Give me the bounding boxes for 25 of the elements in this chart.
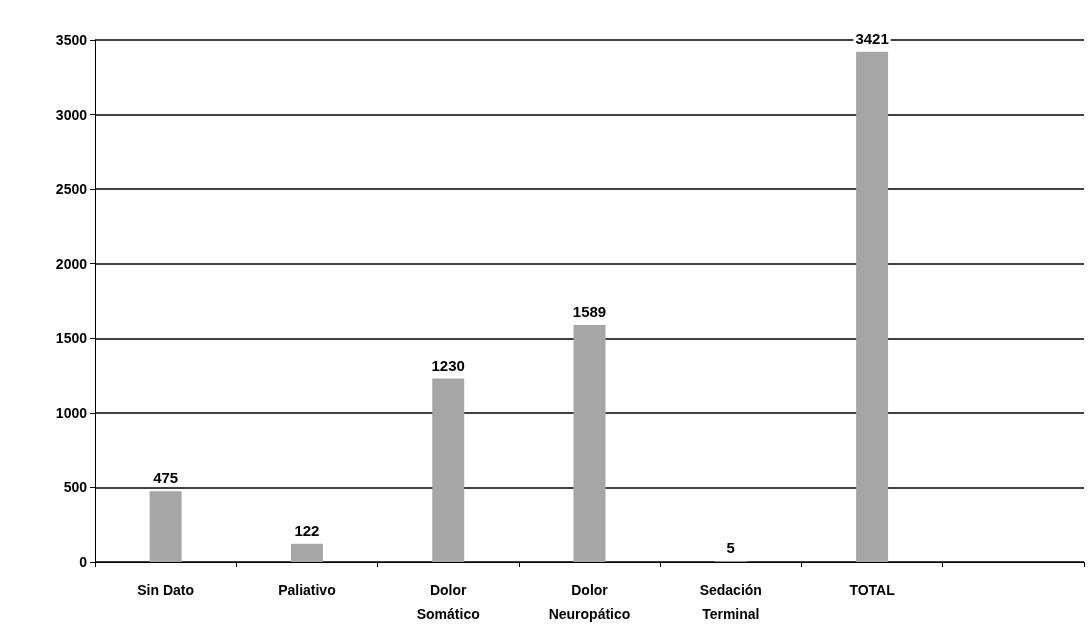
y-tick-label: 3000: [55, 106, 88, 123]
data-label: 3421: [855, 29, 889, 47]
data-label: 122: [294, 521, 320, 539]
data-label: 475: [153, 469, 179, 487]
bar: [290, 543, 323, 562]
y-tick-label: 2000: [55, 255, 88, 272]
y-tick-label: 2500: [55, 181, 88, 198]
x-tick-label: Sedación Terminal: [699, 582, 762, 622]
bar: [573, 325, 606, 562]
y-tick-label: 0: [79, 554, 88, 570]
bar: [149, 491, 182, 562]
data-label: 5: [726, 539, 735, 557]
bar: [432, 378, 465, 562]
x-tick-label: TOTAL: [849, 582, 896, 598]
y-tick-label: 3500: [55, 32, 88, 48]
data-label: 1230: [431, 356, 465, 374]
x-tick-label: Sin Dato: [137, 582, 195, 598]
data-label: 1589: [572, 303, 607, 321]
x-tick-label: Paliativo: [278, 582, 336, 598]
y-tick-label: 1500: [55, 330, 88, 347]
y-tick-label: 500: [63, 479, 88, 496]
y-tick-label: 1000: [55, 404, 88, 421]
x-tick-label: Dolor Somático: [416, 582, 480, 622]
x-tick-label: Dolor Neuropático: [548, 582, 631, 622]
bar: [856, 51, 889, 562]
